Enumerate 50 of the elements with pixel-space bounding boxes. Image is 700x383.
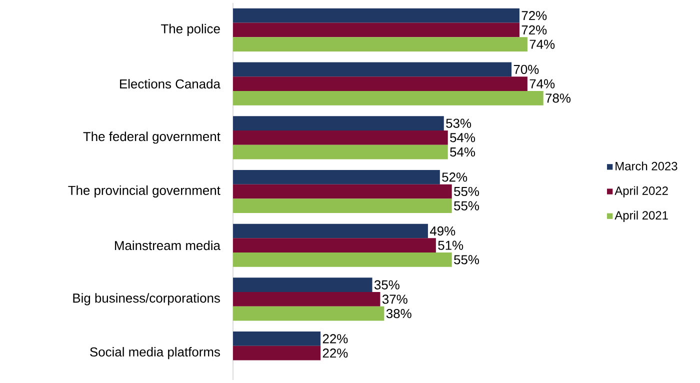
bar [233,198,452,214]
bar [233,144,448,160]
y-tick-label: The provincial government [68,185,220,198]
data-label: 49% [430,226,456,236]
data-label: 54% [450,133,476,142]
y-tick-label: Elections Canada [120,79,220,89]
bar [233,184,452,199]
data-label: 55% [454,186,479,196]
y-tick-label: The police [161,24,220,36]
data-label: 72% [522,25,547,34]
data-label: 37% [382,294,408,304]
data-label: 38% [386,308,412,318]
data-label: 72% [522,11,547,20]
data-label: 22% [322,334,348,344]
bar [233,62,512,77]
bar [233,22,520,38]
data-label: 51% [438,240,464,250]
bar [233,8,520,23]
data-label: 74% [530,79,555,88]
data-label: 78% [546,94,571,103]
bar [233,130,448,145]
data-label: 70% [514,64,539,74]
y-tick-label: Social media platforms [90,347,220,360]
bar [233,346,321,360]
bar [233,224,428,238]
bar [233,292,380,306]
y-tick-label: Big business/corporations [73,293,220,306]
y-tick-label: The federal government [83,132,220,144]
bar [233,116,444,130]
y-tick-label: Mainstream media [115,240,220,250]
data-label: 22% [322,348,348,358]
bar [233,170,440,184]
data-label: 55% [454,255,479,264]
legend-label: April 2021 [614,210,668,222]
data-label: 52% [442,172,468,182]
data-label: 55% [454,201,479,210]
bar [233,278,372,292]
bar [233,252,452,267]
legend-label: April 2022 [614,186,668,198]
data-label: 35% [374,280,400,290]
legend-label: March 2023 [616,162,678,170]
data-label: 54% [450,147,476,157]
bar [233,90,544,106]
bar [233,37,528,52]
bar [233,76,528,91]
bar [233,238,436,253]
bar [233,306,384,321]
data-label: 53% [446,118,472,128]
bar [233,332,321,346]
data-label: 74% [530,40,555,49]
